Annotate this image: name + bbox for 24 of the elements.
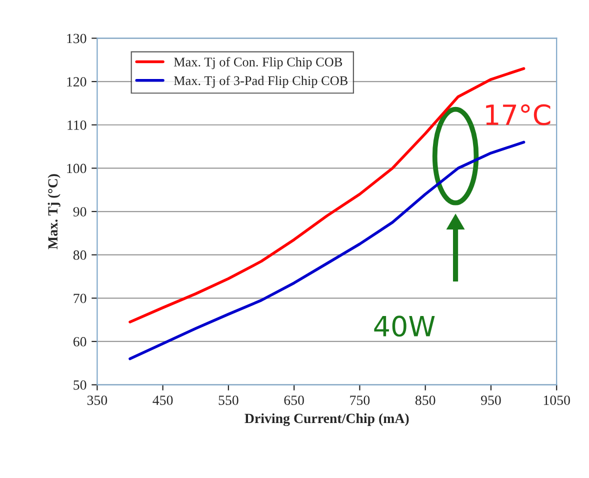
x-tick-label: 650 <box>284 396 304 405</box>
y-tick-label: 130 <box>67 34 86 44</box>
y-tick-label: 110 <box>68 120 86 130</box>
y-axis-title: Max. Tj (°C) <box>48 174 60 250</box>
y-tick-label: 80 <box>73 250 86 260</box>
x-axis-title: Driving Current/Chip (mA) <box>244 413 409 426</box>
y-tick-label: 100 <box>67 164 86 174</box>
x-tick-label: 850 <box>415 396 436 405</box>
x-tick-label: 750 <box>350 396 370 405</box>
y-tick-label: 70 <box>74 294 86 304</box>
y-tick-label: 60 <box>73 337 86 346</box>
y-tick-label: 90 <box>73 207 86 216</box>
x-tick-label: 550 <box>218 396 238 405</box>
annotation: 40W <box>374 316 435 337</box>
annotation: 17°C <box>486 104 550 126</box>
y-tick-label: 120 <box>67 77 86 87</box>
x-tick-label: 950 <box>481 396 501 405</box>
x-tick-label: 1050 <box>544 396 570 405</box>
legend-label: Max. Tj of 3-Pad Flip Chip COB <box>174 76 348 88</box>
legend-label: Max. Tj of Con. Flip Chip COB <box>174 57 342 70</box>
y-tick-label: 50 <box>74 380 86 390</box>
x-tick-label: 450 <box>152 396 173 405</box>
line-series <box>128 140 526 360</box>
x-tick-label: 350 <box>87 396 108 405</box>
